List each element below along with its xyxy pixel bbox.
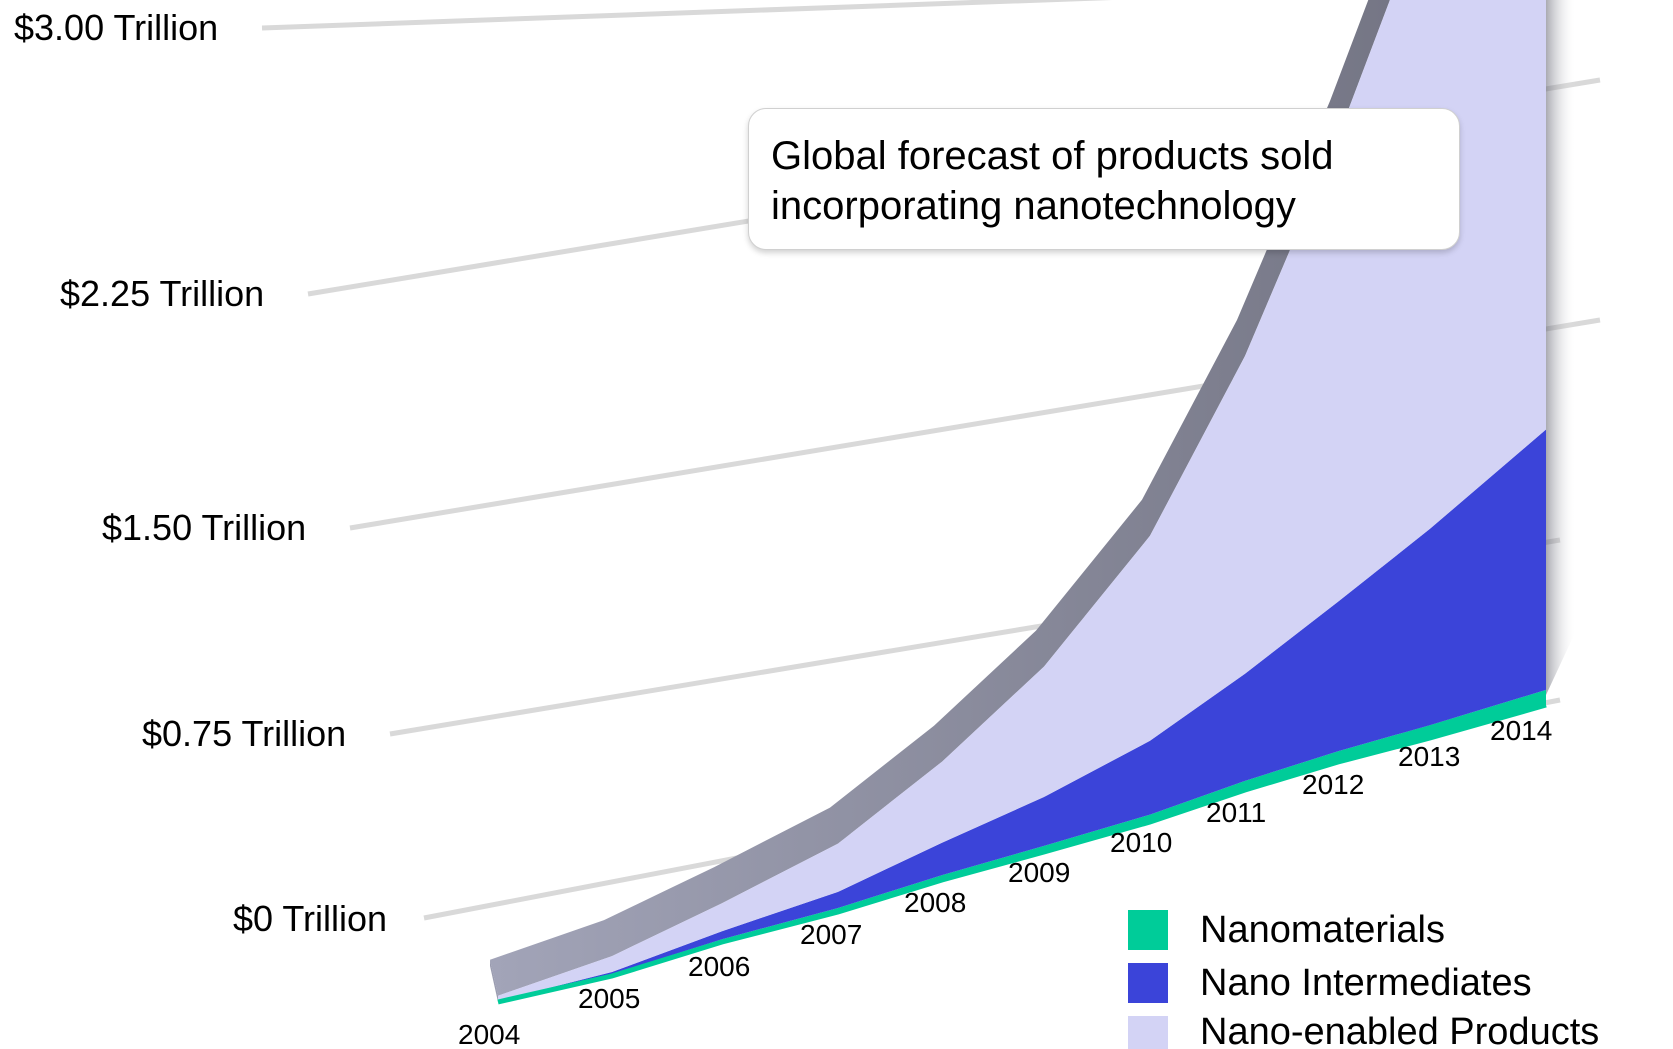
legend-swatch-nano-intermediates [1128,963,1168,1003]
legend-swatch-nanomaterials [1128,910,1168,950]
area-nano-enabled-products [498,0,1546,1001]
legend-label: Nanomaterials [1200,909,1445,951]
y-tick-label: $0 Trillion [233,898,387,939]
x-tick-label: 2005 [578,983,640,1014]
x-tick-label: 2006 [688,951,750,982]
ribbon-side-face [1546,0,1576,695]
x-tick-label: 2009 [1008,857,1070,888]
x-tick-label: 2014 [1490,715,1552,746]
x-tick-label: 2012 [1302,769,1364,800]
x-tick-label: 2011 [1206,797,1266,828]
x-tick-label: 2010 [1110,827,1172,858]
legend: Nanomaterials Nano Intermediates Nano-en… [1128,909,1599,1049]
x-tick-label: 2004 [458,1019,520,1049]
x-tick-label: 2008 [904,887,966,918]
baseline-nanomaterials [497,702,1547,1005]
y-tick-label: $3.00 Trillion [14,7,218,48]
x-tick-label: 2013 [1398,741,1460,772]
y-axis: $3.00 Trillion $2.25 Trillion $1.50 Tril… [14,7,387,939]
x-tick-label: 2007 [800,919,862,950]
area-ribbon [490,0,1576,1005]
legend-swatch-nano-enabled-products [1128,1016,1168,1049]
gridline [261,0,1113,31]
x-axis: 2004 2005 2006 2007 2008 2009 2010 2011 2012 2013… [458,715,1552,1049]
chart-title: Global forecast of products sold incorpo… [748,108,1460,250]
legend-label: Nano Intermediates [1200,962,1532,1004]
ribbon-left-cap [490,959,498,1002]
area-nano-intermediates [498,429,1546,1001]
legend-label: Nano-enabled Products [1200,1011,1599,1049]
y-tick-label: $0.75 Trillion [142,713,346,754]
y-tick-label: $2.25 Trillion [60,273,264,314]
y-tick-label: $1.50 Trillion [102,507,306,548]
